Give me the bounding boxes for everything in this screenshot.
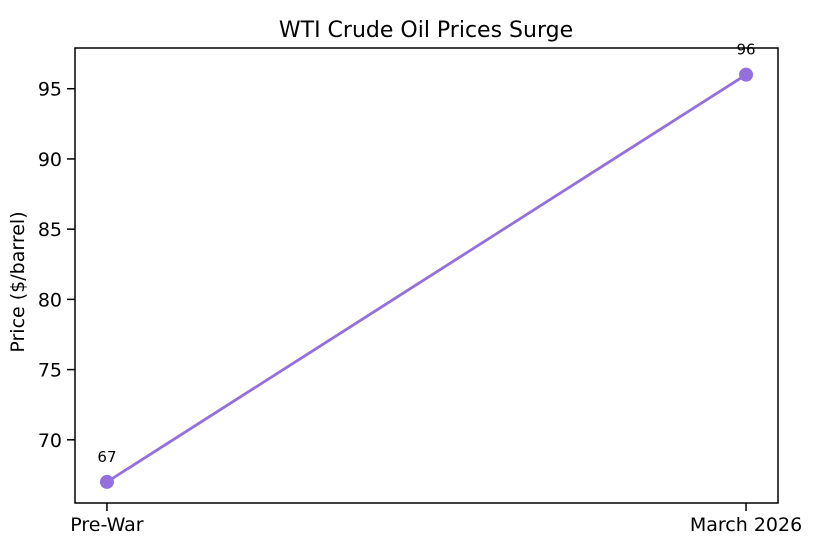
chart-title: WTI Crude Oil Prices Surge: [279, 18, 573, 43]
y-tick-label: 70: [38, 430, 62, 452]
price-line-series: [99, 67, 754, 489]
price-line: [105, 73, 748, 484]
y-axis-ticks: 70 75 80 85 90 95: [38, 79, 75, 452]
x-axis-ticks: Pre-War March 2026: [70, 503, 802, 536]
plot-area-border: [74, 47, 779, 504]
y-axis-label: Price ($/barrel): [7, 211, 29, 352]
y-tick-label: 75: [38, 360, 62, 382]
y-tick-label: 80: [38, 289, 62, 311]
x-tick-label: Pre-War: [70, 514, 144, 536]
y-tick-label: 85: [38, 219, 62, 241]
y-tick-label: 90: [38, 149, 62, 171]
data-point-label: 67: [97, 448, 116, 466]
data-point-label: 96: [736, 41, 755, 59]
point-annotations: 67 96: [97, 41, 755, 466]
x-tick-label: March 2026: [690, 514, 802, 536]
y-tick-label: 95: [38, 79, 62, 101]
data-point-marker: [739, 67, 754, 82]
data-point-marker: [99, 474, 114, 489]
